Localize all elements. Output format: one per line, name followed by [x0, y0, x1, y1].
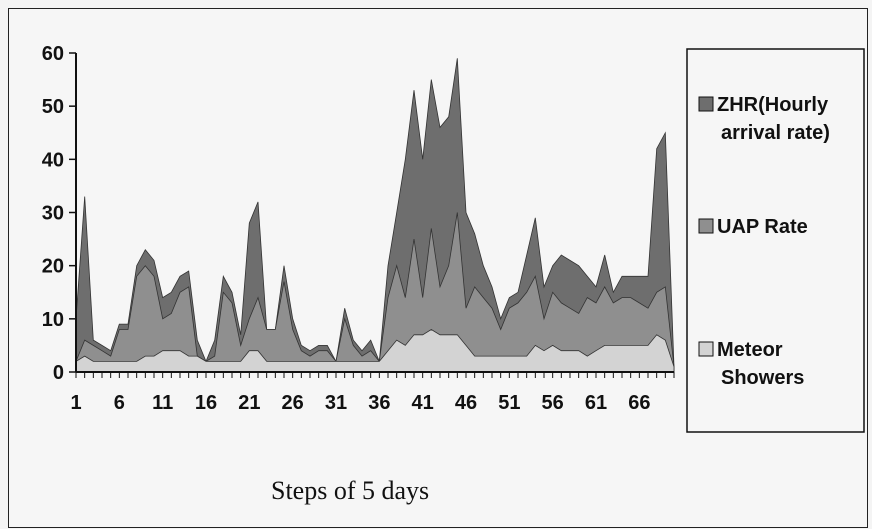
x-tick-label: 1 — [70, 392, 81, 414]
legend-box — [686, 48, 865, 433]
legend-label-uap: UAP Rate — [717, 216, 808, 238]
x-tick-label: 16 — [195, 392, 217, 414]
x-tick-label: 46 — [455, 392, 477, 414]
legend-label-meteor-line2: Showers — [721, 367, 804, 389]
x-tick-label: 31 — [325, 392, 347, 414]
legend-label-zhr-line2: arrival rate) — [721, 122, 830, 144]
plot-area — [75, 58, 675, 373]
y-tick-label: 40 — [42, 149, 64, 171]
x-tick-label: 66 — [628, 392, 650, 414]
y-axis-ticks: 0 10 20 30 40 50 60 — [42, 43, 76, 384]
x-tick-label: 21 — [238, 392, 260, 414]
chart-frame: 0 10 20 30 40 50 60 1 6 11 16 21 26 31 36 41 46 51 56 61 66… — [8, 8, 868, 528]
y-tick-label: 10 — [42, 309, 64, 331]
x-tick-label: 26 — [282, 392, 304, 414]
y-tick-label: 0 — [53, 362, 64, 384]
y-tick-label: 20 — [42, 256, 64, 278]
y-tick-label: 50 — [42, 96, 64, 118]
legend-label-zhr-line1: ZHR(Hourly — [717, 94, 829, 116]
x-tick-label: 41 — [412, 392, 434, 414]
x-tick-label: 6 — [114, 392, 125, 414]
x-tick-label: 56 — [542, 392, 564, 414]
legend-swatch-zhr — [698, 96, 714, 112]
legend-label-meteor-line1: Meteor — [717, 339, 783, 361]
legend-swatch-meteor — [698, 341, 714, 357]
x-axis-label: Steps of 5 days — [271, 476, 429, 505]
x-tick-label: 11 — [152, 392, 173, 414]
x-tick-label: 36 — [368, 392, 390, 414]
legend-swatch-uap — [698, 218, 714, 234]
legend: ZHR(Hourly arrival rate) UAP Rate Meteor… — [686, 48, 865, 433]
x-axis-ticks: 1 6 11 16 21 26 31 36 41 46 51 56 61 66 — [70, 372, 675, 414]
x-tick-label: 51 — [498, 392, 520, 414]
y-tick-label: 30 — [42, 203, 64, 225]
x-tick-label: 61 — [585, 392, 607, 414]
area-series-2 — [75, 329, 675, 373]
y-tick-label: 60 — [42, 43, 64, 65]
